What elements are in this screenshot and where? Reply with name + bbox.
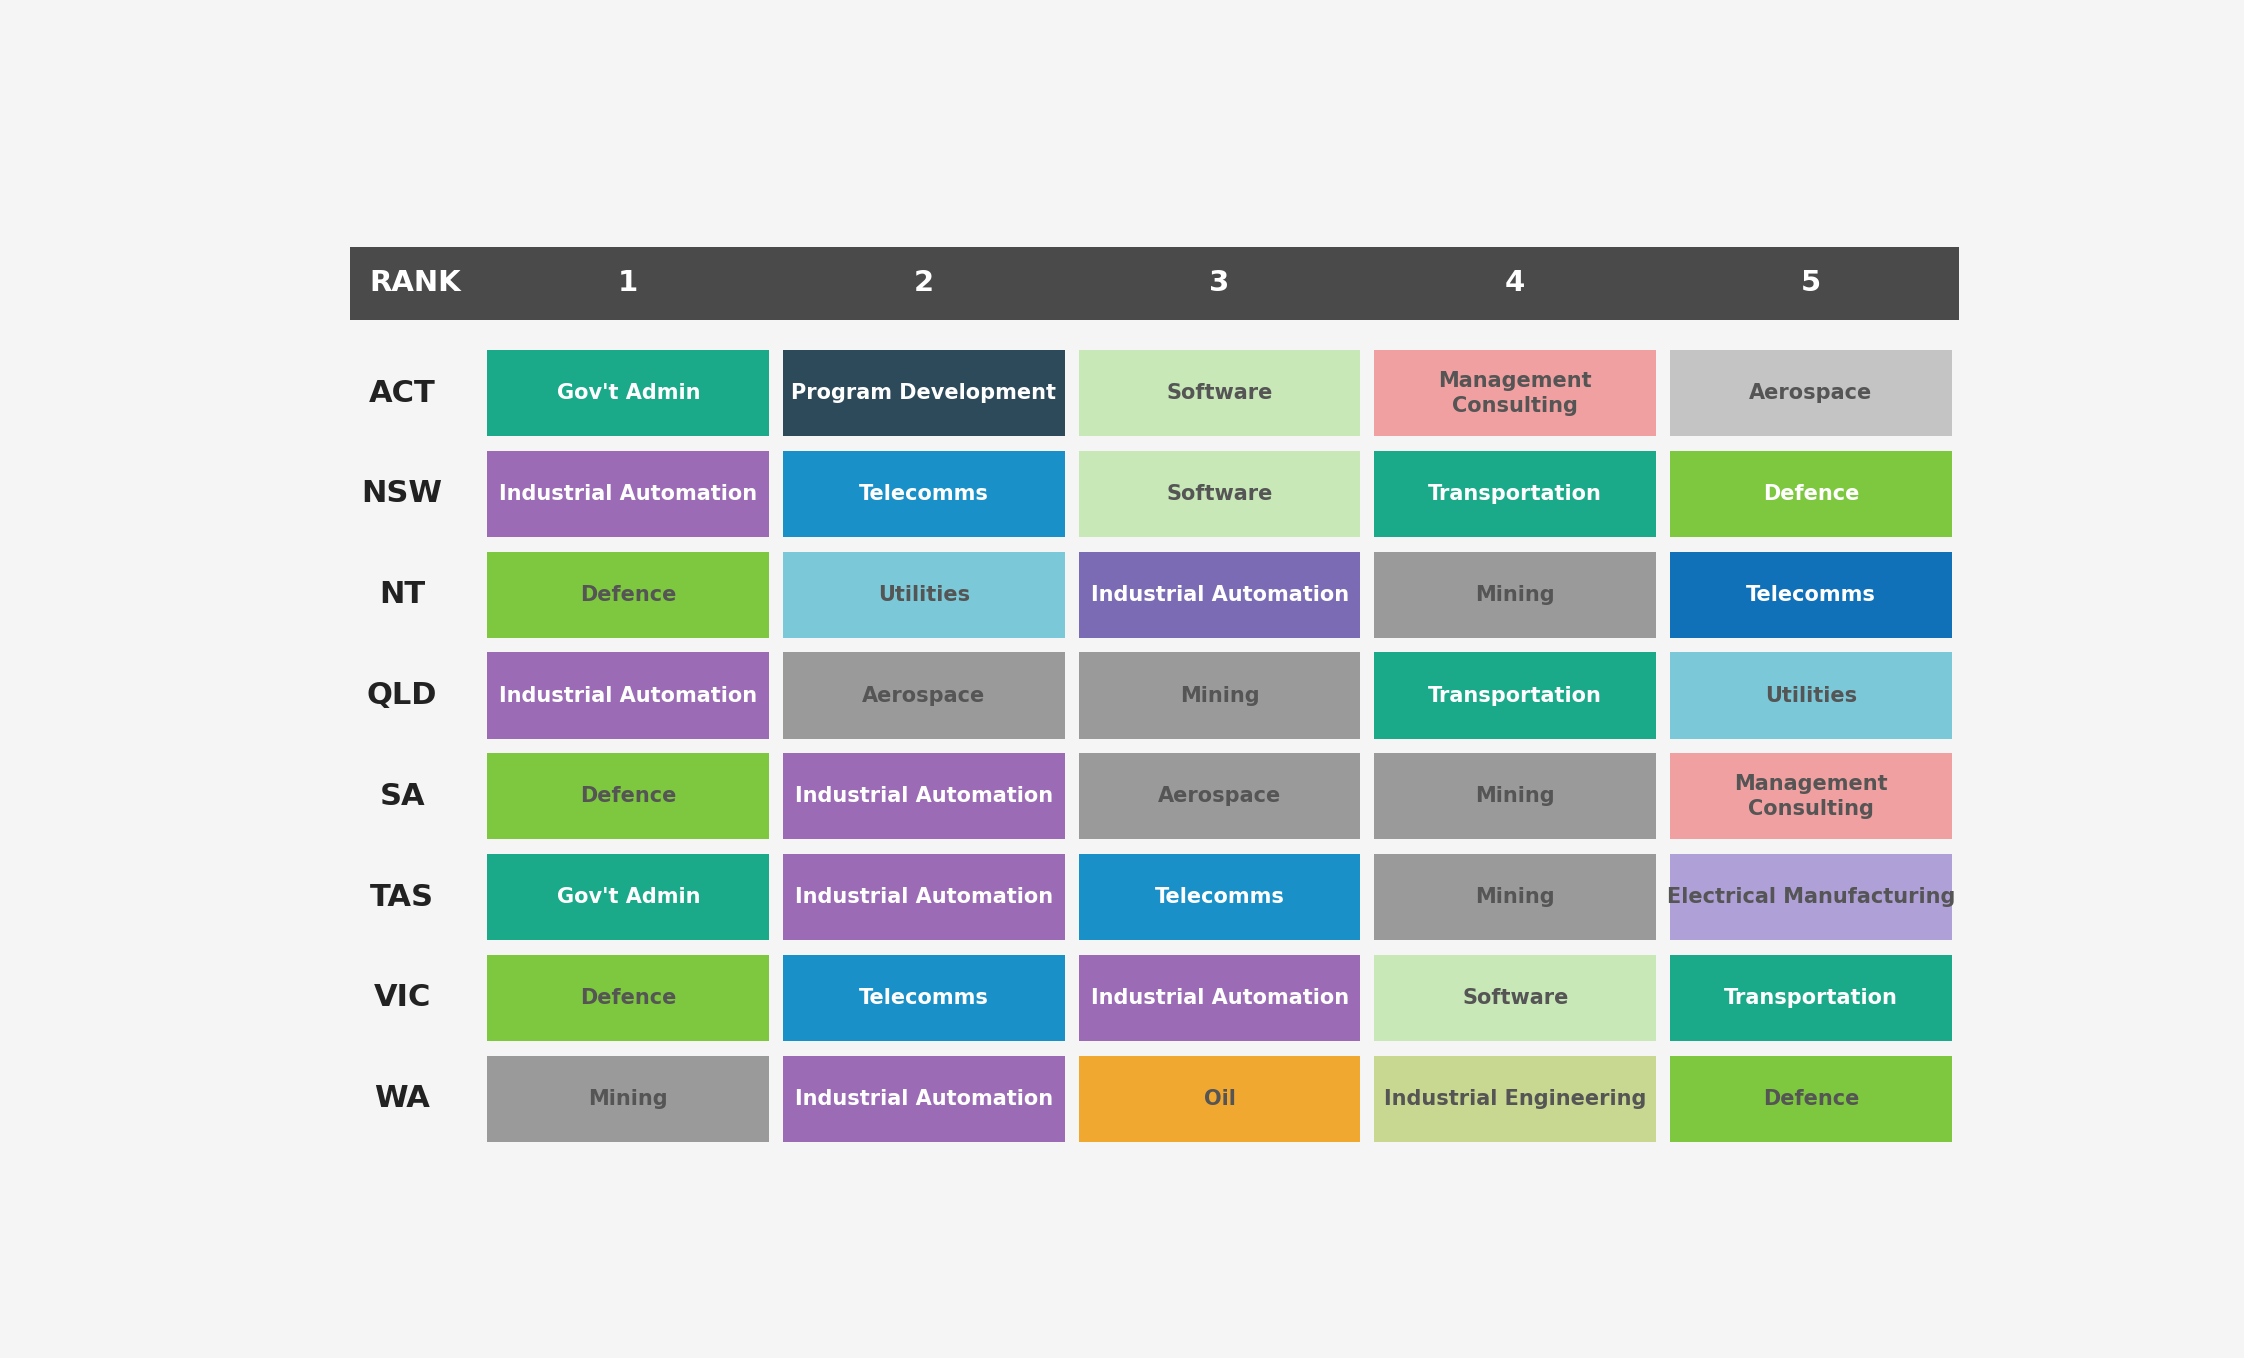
Text: VIC: VIC [373, 983, 431, 1012]
Text: Utilities: Utilities [1764, 686, 1858, 706]
Bar [1670, 754, 1952, 839]
Bar [1079, 955, 1360, 1042]
Bar [1373, 754, 1656, 839]
Bar [487, 551, 770, 638]
Text: Management
Consulting: Management Consulting [1438, 371, 1591, 416]
Text: QLD: QLD [368, 680, 438, 710]
Text: ACT: ACT [368, 379, 435, 407]
Text: Software: Software [1167, 383, 1272, 403]
Bar [783, 754, 1066, 839]
Bar [1670, 955, 1952, 1042]
Bar [487, 652, 770, 739]
Text: Defence: Defence [581, 585, 675, 604]
Bar [1373, 955, 1656, 1042]
Bar [1670, 551, 1952, 638]
Text: RANK: RANK [370, 269, 460, 297]
Text: NSW: NSW [361, 479, 442, 508]
Text: Transportation: Transportation [1723, 987, 1898, 1008]
Text: Defence: Defence [1764, 1089, 1858, 1108]
Text: Mining: Mining [588, 1089, 669, 1108]
Text: Mining: Mining [1477, 887, 1555, 907]
Text: Industrial Engineering: Industrial Engineering [1385, 1089, 1647, 1108]
Bar [487, 1055, 770, 1142]
Text: Aerospace: Aerospace [862, 686, 985, 706]
Text: Industrial Automation: Industrial Automation [794, 1089, 1052, 1108]
Bar [1670, 652, 1952, 739]
Text: Telecomms: Telecomms [1746, 585, 1876, 604]
Text: Transportation: Transportation [1429, 686, 1602, 706]
Bar [1373, 451, 1656, 536]
Text: Industrial Automation: Industrial Automation [794, 786, 1052, 807]
Text: Software: Software [1167, 483, 1272, 504]
Text: Oil: Oil [1203, 1089, 1236, 1108]
Bar [487, 754, 770, 839]
Text: Aerospace: Aerospace [1158, 786, 1281, 807]
Bar [487, 451, 770, 536]
Text: Industrial Automation: Industrial Automation [1091, 987, 1349, 1008]
Text: Program Development: Program Development [792, 383, 1057, 403]
Bar [487, 854, 770, 940]
Bar [1079, 854, 1360, 940]
Bar [487, 955, 770, 1042]
Text: Mining: Mining [1180, 686, 1259, 706]
Text: Defence: Defence [1764, 483, 1858, 504]
Text: Defence: Defence [581, 987, 675, 1008]
Text: WA: WA [375, 1084, 431, 1114]
Text: Industrial Automation: Industrial Automation [498, 483, 758, 504]
Text: Transportation: Transportation [1429, 483, 1602, 504]
Text: Gov't Admin: Gov't Admin [557, 887, 700, 907]
Bar [783, 1055, 1066, 1142]
Bar [1079, 451, 1360, 536]
Text: Telecomms: Telecomms [859, 987, 990, 1008]
Text: 1: 1 [617, 269, 640, 297]
Bar [487, 350, 770, 436]
Text: Utilities: Utilities [877, 585, 969, 604]
Bar [783, 451, 1066, 536]
Text: Industrial Automation: Industrial Automation [1091, 585, 1349, 604]
Bar [1670, 854, 1952, 940]
Bar [1670, 350, 1952, 436]
Text: Mining: Mining [1477, 585, 1555, 604]
Text: NT: NT [379, 580, 426, 610]
Bar [1079, 652, 1360, 739]
Text: Software: Software [1463, 987, 1569, 1008]
Bar [1373, 652, 1656, 739]
Text: Management
Consulting: Management Consulting [1735, 774, 1887, 819]
Bar [1373, 854, 1656, 940]
Text: Gov't Admin: Gov't Admin [557, 383, 700, 403]
Bar [783, 652, 1066, 739]
Text: Telecomms: Telecomms [1156, 887, 1284, 907]
Text: Defence: Defence [581, 786, 675, 807]
Bar [783, 551, 1066, 638]
Bar [1373, 551, 1656, 638]
Bar [783, 854, 1066, 940]
Text: Aerospace: Aerospace [1750, 383, 1871, 403]
Text: 5: 5 [1802, 269, 1820, 297]
Text: 2: 2 [913, 269, 934, 297]
Bar [1670, 1055, 1952, 1142]
Text: Telecomms: Telecomms [859, 483, 990, 504]
Bar [1373, 1055, 1656, 1142]
Bar [1079, 754, 1360, 839]
Text: Electrical Manufacturing: Electrical Manufacturing [1667, 887, 1955, 907]
Text: TAS: TAS [370, 883, 435, 911]
Bar [350, 247, 1959, 320]
Bar [1079, 1055, 1360, 1142]
Bar [1670, 451, 1952, 536]
Text: 4: 4 [1506, 269, 1526, 297]
Text: Mining: Mining [1477, 786, 1555, 807]
Bar [1079, 350, 1360, 436]
Bar [783, 350, 1066, 436]
Text: Industrial Automation: Industrial Automation [794, 887, 1052, 907]
Bar [783, 955, 1066, 1042]
Text: 3: 3 [1210, 269, 1230, 297]
Text: Industrial Automation: Industrial Automation [498, 686, 758, 706]
Bar [1079, 551, 1360, 638]
Text: SA: SA [379, 782, 424, 811]
Bar [1373, 350, 1656, 436]
